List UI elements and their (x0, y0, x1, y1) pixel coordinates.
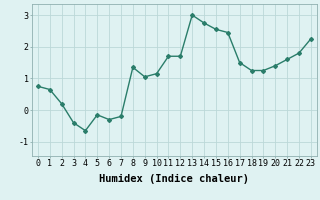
X-axis label: Humidex (Indice chaleur): Humidex (Indice chaleur) (100, 174, 249, 184)
